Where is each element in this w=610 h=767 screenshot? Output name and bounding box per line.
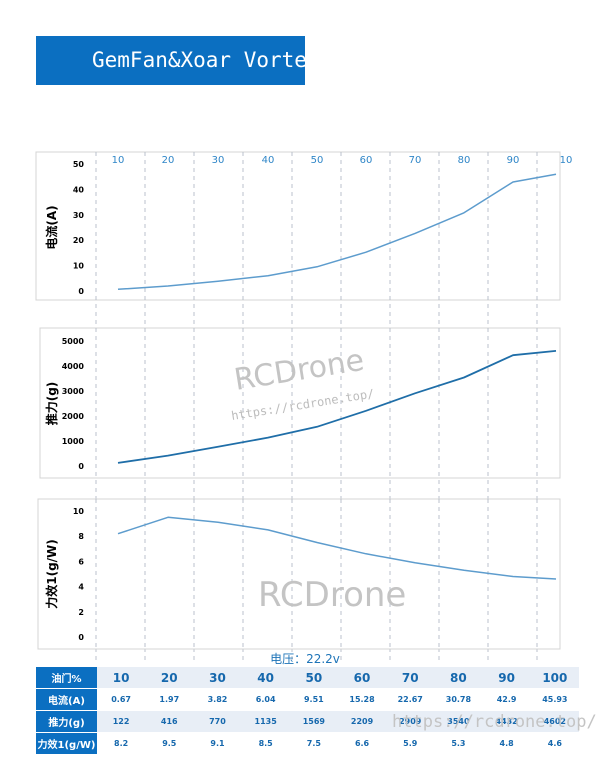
series-line: [117, 350, 557, 464]
table-cell: 0.67: [97, 688, 146, 711]
x-tick-label: 30: [212, 155, 225, 166]
x-tick-label: 10: [112, 155, 125, 166]
x-tick-label: 70: [409, 155, 422, 166]
table-cell: 22.67: [386, 688, 435, 711]
table-cell: 2209: [337, 710, 387, 733]
table-cell: 122: [97, 710, 146, 733]
current-chart: 0 10 20 30 40 50 电流(A) 10 20 30 40 50 60 70 80 90 10: [35, 151, 573, 301]
y-tick-label: 4: [78, 583, 84, 592]
table-cell: 15.28: [337, 688, 387, 711]
x-tick-label: 80: [458, 155, 471, 166]
y-tick-label: 20: [73, 236, 85, 245]
table-cell: 2909: [386, 710, 435, 733]
x-tick-label: 60: [360, 155, 373, 166]
thrust-chart: 0 1000 2000 3000 4000 5000 推力(g): [39, 327, 561, 479]
table-cell: 45.93: [530, 688, 579, 711]
y-axis-label: 推力(g): [44, 382, 59, 426]
table-cell: 4.8: [482, 732, 531, 755]
table-cell: 4602: [530, 710, 579, 733]
table-row-thrust: 推力(g) 122 416 770 1135 1569 2209 2909 3540 4432 46…: [36, 710, 579, 733]
title-text: GemFan&Xoar Vortex: [92, 48, 305, 72]
table-cell: 6.04: [241, 688, 290, 711]
y-tick-label: 5000: [62, 337, 85, 346]
y-axis-label: 电流(A): [44, 205, 59, 249]
table-cell: 1.97: [145, 688, 194, 711]
table-cell: 60: [337, 667, 387, 689]
table-cell: 4432: [482, 710, 531, 733]
x-tick-label: 40: [262, 155, 275, 166]
table-cell: 30: [193, 667, 242, 689]
x-tick-label: 50: [311, 155, 324, 166]
series-line: [117, 173, 557, 291]
y-tick-label: 6: [78, 557, 84, 566]
table-row-current: 电流(A) 0.67 1.97 3.82 6.04 9.51 15.28 22.67 30.78…: [36, 688, 579, 711]
table-row-efficiency: 力效1(g/W) 8.2 9.5 9.1 8.5 7.5 6.6 5.9 5.3 4.8 4.6: [36, 732, 579, 755]
table-cell: 10: [97, 667, 146, 689]
title-banner: GemFan&Xoar Vortex: [36, 36, 305, 85]
y-tick-label: 10: [73, 262, 85, 271]
y-tick-label: 4000: [62, 362, 85, 371]
table-cell: 30.78: [434, 688, 483, 711]
table-cell: 3.82: [193, 688, 242, 711]
row-header-thrust: 推力(g): [36, 710, 97, 733]
watermark-brand-2: RCDrone: [258, 575, 406, 615]
x-tick-label: 20: [162, 155, 175, 166]
table-cell: 7.5: [289, 732, 338, 755]
x-tick-label: 10: [560, 155, 573, 166]
table-cell: 100: [530, 667, 579, 689]
row-header-throttle: 油门%: [36, 667, 97, 689]
chart-panel-frame: [37, 498, 561, 650]
efficiency-chart: 0 2 4 6 8 10 力效1(g/W): [37, 498, 561, 650]
y-axis-label: 力效1(g/W): [44, 539, 59, 609]
table-cell: 90: [482, 667, 531, 689]
table-cell: 8.5: [241, 732, 290, 755]
y-tick-label: 0: [78, 287, 84, 296]
table-cell: 4.6: [530, 732, 579, 755]
table-cell: 5.3: [434, 732, 483, 755]
table-cell: 3540: [434, 710, 483, 733]
table-cell: 8.2: [97, 732, 146, 755]
table-cell: 42.9: [482, 688, 531, 711]
table-cell: 9.51: [289, 688, 338, 711]
y-tick-label: 0: [78, 462, 84, 471]
y-tick-label: 0: [78, 633, 84, 642]
series-line: [117, 516, 557, 580]
table-cell: 770: [193, 710, 242, 733]
y-tick-label: 8: [78, 532, 84, 541]
table-cell: 6.6: [337, 732, 387, 755]
table-cell: 40: [241, 667, 290, 689]
chart-panel-frame: [35, 151, 561, 301]
x-tick-label: 90: [507, 155, 520, 166]
y-tick-label: 1000: [62, 437, 85, 446]
table-cell: 9.1: [193, 732, 242, 755]
row-header-current: 电流(A): [36, 688, 97, 711]
table-cell: 80: [434, 667, 483, 689]
y-tick-label: 50: [73, 160, 85, 169]
table-row-throttle: 油门% 10 20 30 40 50 60 70 80 90 100: [36, 667, 579, 689]
table-cell: 50: [289, 667, 338, 689]
table-cell: 1135: [241, 710, 290, 733]
chart-panel-frame: [39, 327, 561, 479]
table-cell: 5.9: [386, 732, 435, 755]
table-cell: 1569: [289, 710, 338, 733]
voltage-label: 电压：22.2v: [270, 652, 340, 666]
y-tick-label: 2: [78, 608, 84, 617]
y-tick-label: 30: [73, 211, 85, 220]
y-tick-label: 10: [73, 507, 85, 516]
data-table: 油门% 10 20 30 40 50 60 70 80 90 100 电流(A) 0.67 1.97 3.8…: [36, 667, 579, 755]
row-header-efficiency: 力效1(g/W): [36, 732, 97, 755]
table-cell: 9.5: [145, 732, 194, 755]
table-cell: 70: [386, 667, 435, 689]
table-cell: 416: [145, 710, 194, 733]
table-cell: 20: [145, 667, 194, 689]
y-tick-label: 3000: [62, 387, 85, 396]
y-tick-label: 2000: [62, 412, 85, 421]
y-tick-label: 40: [73, 185, 85, 194]
